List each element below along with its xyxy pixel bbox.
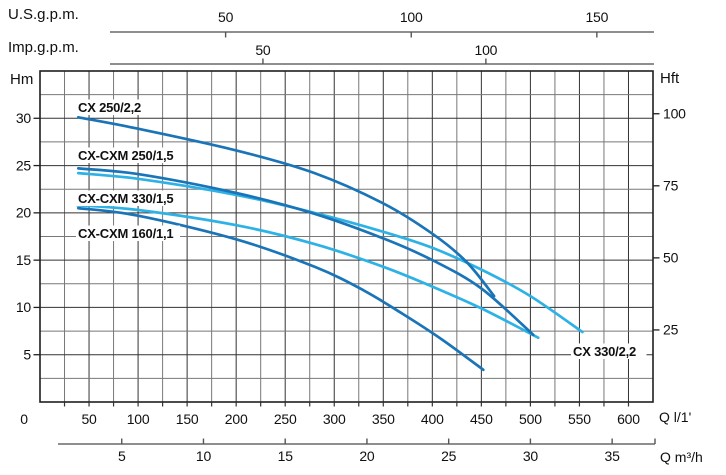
y-right-tick-label: 100 (663, 106, 686, 122)
x-tick-label: 0 (20, 411, 28, 427)
x-tick-label: 400 (421, 411, 444, 427)
y-left-tick-label: 20 (16, 205, 32, 221)
curve-label: CX 250/2,2 (78, 100, 141, 115)
y-left-tick-label: 30 (16, 110, 32, 126)
curve-label: CX-CXM 330/1,5 (78, 191, 173, 206)
usgpm-tick-label: 150 (585, 9, 608, 25)
curve-cx-250-2-2 (76, 115, 496, 298)
y-left-tick-label: 15 (16, 252, 32, 268)
y-left-tick-label: 25 (16, 157, 32, 173)
curve-cx-330-2-2 (76, 171, 584, 334)
x-tick-label: 450 (470, 411, 493, 427)
m3h-tick-label: 30 (523, 448, 539, 464)
m3h-tick-label: 5 (118, 448, 126, 464)
x-tick-label: 200 (225, 411, 248, 427)
m3h-tick-label: 10 (196, 448, 212, 464)
x-tick-label: 100 (127, 411, 150, 427)
curve-label: CX-CXM 160/1,1 (78, 226, 173, 241)
impgpm-tick-label: 50 (255, 42, 271, 58)
head-ft-axis-label: Hft (660, 70, 680, 87)
curve-label-bg (76, 99, 152, 115)
x-tick-label: 600 (617, 411, 640, 427)
curve-cx-cxm-330-1-5 (75, 203, 540, 340)
m3h-tick-label: 20 (359, 448, 375, 464)
usgpm-tick-label: 50 (218, 9, 234, 25)
flow-lmin-axis-label: Q l/1' (659, 409, 692, 425)
curve-label-bg (76, 147, 181, 163)
m3h-tick-label: 25 (441, 448, 457, 464)
y-right-tick-label: 25 (663, 322, 679, 338)
y-right-tick-label: 75 (663, 178, 679, 194)
plot-frame (39, 70, 654, 403)
curve-label-bg (76, 225, 181, 241)
y-right-tick-label: 50 (663, 250, 679, 266)
y-left-tick-label: 10 (16, 299, 32, 315)
curve-label-bg (571, 343, 647, 359)
curve-cx-cxm-250-1-5 (76, 167, 535, 337)
curve-label-bg (76, 190, 181, 206)
x-tick-label: 250 (274, 411, 297, 427)
x-tick-label: 150 (176, 411, 199, 427)
x-tick-label: 550 (568, 411, 591, 427)
flow-m3h-axis-label: Q m³/h (660, 449, 703, 465)
impgpm-tick-label: 100 (474, 42, 497, 58)
us-gpm-axis-label: U.S.g.p.m. (8, 6, 79, 23)
m3h-tick-label: 15 (278, 448, 294, 464)
y-left-tick-label: 5 (23, 347, 31, 363)
imp-gpm-axis-label: Imp.g.p.m. (8, 39, 79, 56)
x-tick-label: 50 (81, 411, 97, 427)
m3h-tick-label: 35 (605, 448, 621, 464)
head-m-axis-label: Hm (10, 71, 34, 88)
x-tick-label: 350 (372, 411, 395, 427)
x-tick-label: 500 (519, 411, 542, 427)
curve-label: CX-CXM 250/1,5 (78, 148, 173, 163)
curve-label: CX 330/2,2 (573, 344, 636, 359)
usgpm-tick-label: 100 (400, 9, 423, 25)
x-tick-label: 300 (323, 411, 346, 427)
curve-cx-cxm-160-1-1 (76, 206, 485, 372)
